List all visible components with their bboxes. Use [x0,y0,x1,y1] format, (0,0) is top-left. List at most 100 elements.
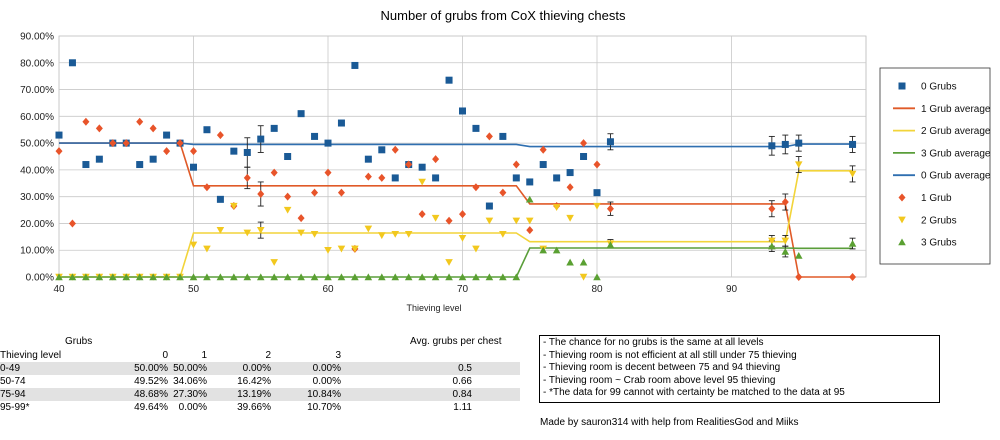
marker-square [499,132,507,140]
row-g0: 48.68% [134,389,168,400]
marker-triangle-down [458,234,467,242]
marker-triangle-up [351,273,359,281]
average-lines [59,142,853,278]
marker-triangle-up [579,258,588,266]
marker-diamond [580,139,588,148]
marker-triangle-up [149,273,157,281]
marker-square [378,146,386,154]
legend-box [879,67,991,265]
col-0: 0 [162,350,168,361]
marker-diamond [566,183,574,192]
marker-triangle-down [566,214,574,222]
row-g2: 39.66% [237,402,271,413]
legend-item: 1 Grub average [893,104,991,115]
legend-label: 2 Grub average [921,126,991,137]
error-bars [244,125,856,258]
y-tick-label: 40.00% [20,165,54,176]
marker-triangle-up [794,251,803,259]
marker-triangle-down [324,247,332,254]
marker-triangle-up [337,273,346,281]
marker-triangle-up [95,273,104,281]
marker-diamond [849,273,857,281]
row-g2: 0.00% [242,363,271,374]
marker-square [337,119,345,127]
marker-diamond [203,183,211,192]
marker-triangle-up [82,273,90,281]
marker-diamond [364,172,372,181]
marker-triangle-down [297,229,305,237]
marker-diamond [284,192,292,201]
row-level: 95-99* [0,402,30,413]
marker-diamond [391,145,399,154]
marker-square [364,155,372,163]
marker-triangle-up [55,273,63,281]
marker-triangle-down [593,202,601,210]
marker-diamond [216,131,224,140]
marker-triangle-down [203,245,211,253]
marker-triangle-down [364,225,373,233]
marker-square [324,139,332,147]
legend-item: 3 Grub average [893,148,991,159]
chart-title: Number of grubs from CoX thieving chests [381,8,626,23]
marker-diamond [243,173,251,182]
marker-diamond [337,188,345,197]
row-g3: 0.00% [312,363,341,374]
marker-diamond [109,139,117,148]
y-tick-label: 90.00% [20,32,54,43]
marker-square [512,174,520,182]
marker-diamond [297,214,305,223]
row-g1: 0.00% [178,402,207,413]
marker-square [593,189,601,197]
x-tick-label: 80 [591,284,603,295]
marker-triangle-down [579,273,588,281]
marker-diamond [593,160,601,169]
marker-triangle-down [848,170,857,178]
marker-triangle-up [566,258,574,266]
series-points [55,59,857,210]
marker-square [216,195,224,203]
marker-diamond [149,124,157,133]
marker-triangle-down [512,217,521,225]
marker-diamond [270,168,278,177]
marker-square [566,169,574,177]
marker-diamond [526,226,534,235]
marker-square [55,131,63,139]
marker-triangle-down [499,230,507,238]
legend-label: 0 Grub average [921,171,991,182]
x-tick-label: 40 [53,284,65,295]
marker-triangle-up [848,239,857,247]
marker-diamond [311,188,319,197]
marker-triangle-up [458,273,467,281]
marker-triangle-down [418,178,426,186]
marker-square [68,59,76,67]
marker-triangle-down [216,226,225,234]
table-header-row: Thieving level 0 1 2 3 [0,349,520,362]
legend-label: 3 Grub average [921,148,991,159]
x-axis-label: Thieving level [406,303,461,313]
legend-label: 0 Grubs [921,82,957,93]
y-tick-label: 10.00% [20,246,54,257]
marker-square [284,153,292,160]
grubs-chart: Number of grubs from CoX thieving chests… [20,8,991,313]
row-g2: 16.42% [237,376,271,387]
series-points [55,195,857,281]
marker-triangle-down [472,245,480,253]
marker-triangle-up [243,273,252,281]
series-points [55,161,857,281]
row-g1: 27.30% [173,389,207,400]
marker-triangle-down [391,230,400,238]
marker-square [230,147,238,155]
marker-triangle-up [189,273,198,281]
marker-square [606,138,614,146]
x-tick-label: 50 [188,284,200,295]
marker-square [485,202,493,210]
marker-square [849,140,857,148]
row-level: 0-49 [0,363,21,374]
table-row: 75-94 48.68% 27.30% 13.19% 10.84% 0.84 [0,388,520,401]
marker-diamond [378,173,386,182]
marker-triangle-down [898,216,906,224]
marker-square [768,142,776,150]
marker-triangle-down [256,226,265,234]
marker-diamond [768,204,776,213]
marker-triangle-down [310,230,319,238]
